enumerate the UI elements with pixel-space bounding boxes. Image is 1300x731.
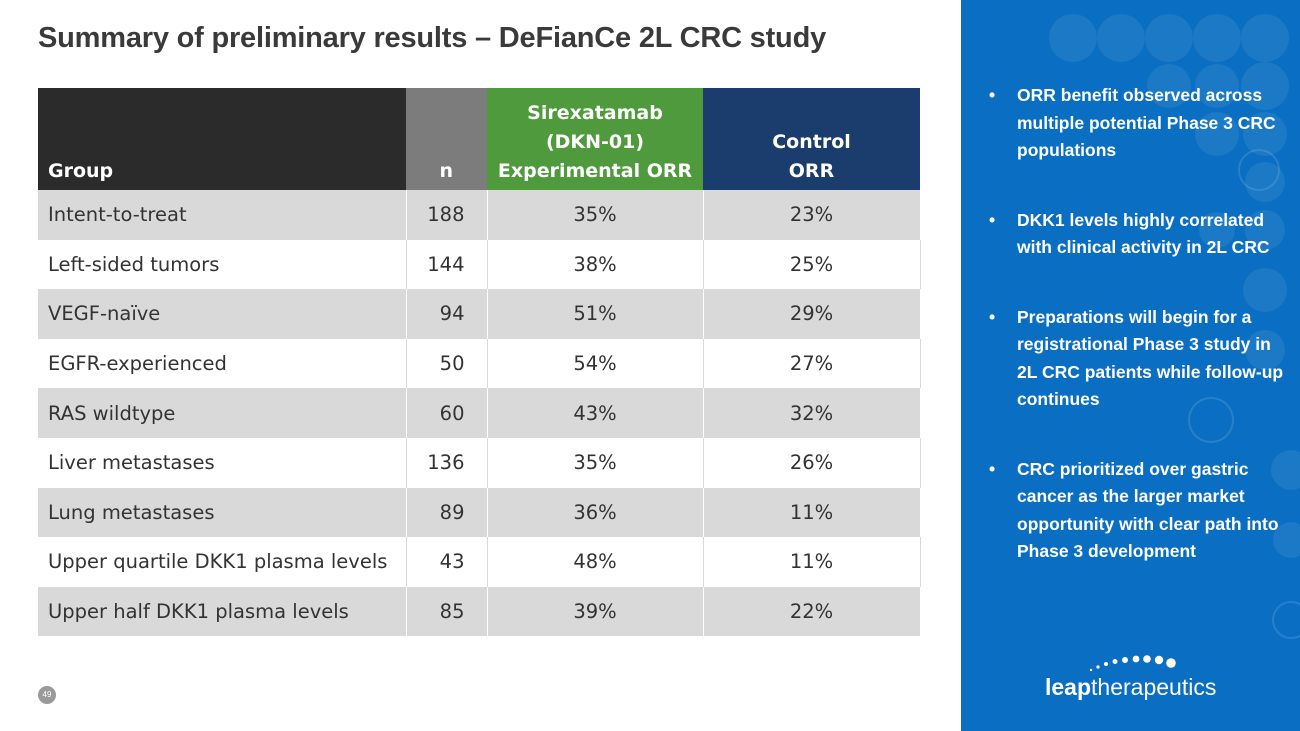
cell-n: 94	[406, 289, 488, 339]
table-row: Left-sided tumors 144 38% 25%	[38, 239, 921, 290]
logo-dots-icon	[1089, 655, 1176, 672]
table-row: Lung metastases 89 36% 11%	[38, 487, 921, 538]
cell-sirex-orr: 54%	[487, 338, 704, 389]
cell-n: 89	[406, 487, 488, 538]
cell-n: 60	[406, 388, 488, 438]
cell-control-orr: 11%	[703, 537, 921, 587]
table-row: Upper half DKK1 plasma levels 85 39% 22%	[38, 586, 921, 637]
bullet-icon: •	[989, 306, 996, 327]
page-number: 49	[38, 686, 56, 704]
cell-group: EGFR-experienced	[38, 338, 407, 389]
cell-group: Lung metastases	[38, 487, 407, 538]
header-control-line1: Control	[772, 131, 851, 153]
header-n: n	[406, 88, 487, 190]
table-row: RAS wildtype 60 43% 32%	[38, 388, 921, 438]
cell-group: Left-sided tumors	[38, 239, 407, 290]
cell-sirex-orr: 35%	[487, 190, 704, 240]
cell-sirex-orr: 36%	[487, 487, 704, 538]
cell-sirex-orr: 43%	[487, 388, 704, 438]
bullet-text: CRC prioritized over gastric cancer as t…	[1017, 458, 1279, 562]
cell-control-orr: 26%	[703, 437, 921, 488]
results-table: Group n Sirexatamab (DKN-01) Experimenta…	[38, 88, 921, 637]
header-sirex-line3: Experimental ORR	[497, 160, 693, 182]
cell-control-orr: 23%	[703, 190, 921, 240]
cell-control-orr: 25%	[703, 239, 921, 290]
cell-control-orr: 27%	[703, 338, 921, 389]
list-item: • Preparations will begin for a registrat…	[989, 304, 1289, 414]
header-sirexatamab: Sirexatamab (DKN-01) Experimental ORR	[487, 88, 703, 190]
cell-group: VEGF-naïve	[38, 289, 407, 339]
header-sirex-line2: (DKN-01)	[545, 131, 645, 153]
cell-n: 144	[406, 239, 488, 290]
sidebar-panel: • ORR benefit observed across multiple po…	[961, 0, 1300, 731]
table-row: Liver metastases 136 35% 26%	[38, 437, 921, 488]
bullet-icon: •	[989, 209, 996, 230]
table-row: Intent-to-treat 188 35% 23%	[38, 190, 921, 240]
bullet-text: DKK1 levels highly correlated with clini…	[1017, 209, 1270, 258]
cell-control-orr: 22%	[703, 586, 921, 637]
cell-group: Liver metastases	[38, 437, 407, 488]
table-row: Upper quartile DKK1 plasma levels 43 48%…	[38, 537, 921, 587]
list-item: • ORR benefit observed across multiple po…	[989, 82, 1289, 165]
logo-regular-text: therapeutics	[1091, 674, 1217, 700]
cell-group: RAS wildtype	[38, 388, 407, 438]
logo-bold-text: leap	[1045, 674, 1092, 700]
bullet-icon: •	[989, 458, 996, 479]
cell-group: Intent-to-treat	[38, 190, 407, 240]
cell-group: Upper half DKK1 plasma levels	[38, 586, 407, 637]
table-row: VEGF-naïve 94 51% 29%	[38, 289, 921, 339]
bubble-pattern	[1049, 14, 1300, 639]
logo-wordmark: leaptherapeutics	[1045, 674, 1216, 701]
header-control-line2: ORR	[788, 160, 835, 182]
header-group: Group	[38, 88, 406, 190]
key-points-list: • ORR benefit observed across multiple po…	[989, 82, 1289, 608]
cell-sirex-orr: 48%	[487, 537, 704, 587]
cell-n: 85	[406, 586, 488, 637]
cell-n: 50	[406, 338, 488, 389]
list-item: • DKK1 levels highly correlated with clin…	[989, 207, 1289, 262]
cell-control-orr: 11%	[703, 487, 921, 538]
cell-n: 136	[406, 437, 488, 488]
table-header-row: Group n Sirexatamab (DKN-01) Experimenta…	[38, 88, 920, 190]
cell-n: 43	[406, 537, 488, 587]
bullet-text: Preparations will begin for a registrati…	[1017, 306, 1284, 410]
table-row: EGFR-experienced 50 54% 27%	[38, 338, 921, 389]
cell-group: Upper quartile DKK1 plasma levels	[38, 537, 407, 587]
cell-sirex-orr: 38%	[487, 239, 704, 290]
list-item: • CRC prioritized over gastric cancer as …	[989, 456, 1289, 566]
header-control: Control ORR	[703, 88, 920, 190]
company-logo: leaptherapeutics	[1045, 652, 1245, 712]
cell-control-orr: 29%	[703, 289, 921, 339]
cell-sirex-orr: 39%	[487, 586, 704, 637]
cell-n: 188	[406, 190, 488, 240]
page-title: Summary of preliminary results – DeFianC…	[38, 22, 827, 54]
cell-control-orr: 32%	[703, 388, 921, 438]
cell-sirex-orr: 51%	[487, 289, 704, 339]
bullet-icon: •	[989, 85, 996, 105]
cell-sirex-orr: 35%	[487, 437, 704, 488]
bullet-text: ORR benefit observed across multiple pot…	[1017, 85, 1276, 160]
header-sirex-line1: Sirexatamab	[527, 102, 663, 124]
